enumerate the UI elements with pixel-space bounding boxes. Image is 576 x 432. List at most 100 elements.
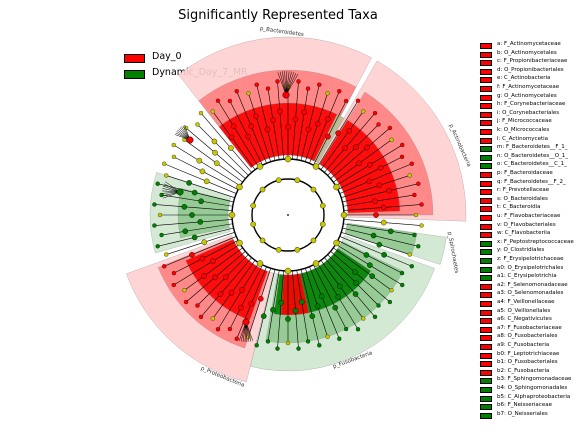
taxon-node xyxy=(230,123,237,130)
taxon-node xyxy=(370,232,377,239)
taxon-node xyxy=(275,346,280,351)
taxon-node xyxy=(364,144,370,151)
taxon-node xyxy=(389,137,394,142)
taxon-node xyxy=(197,219,204,225)
taxon-node xyxy=(284,155,292,163)
taxa-legend-swatch xyxy=(480,68,492,75)
branch-line xyxy=(184,139,243,183)
taxon-node xyxy=(164,252,169,257)
taxa-legend-label: x: F_Peptostreptococcaceae xyxy=(497,238,574,245)
taxon-node xyxy=(214,160,220,167)
taxa-legend-label: o: C_Bacteroidetes__C_1_ xyxy=(497,161,567,168)
taxa-legend-label: a4: F_Veillonellaceae xyxy=(497,299,555,305)
taxon-node xyxy=(352,269,358,275)
taxa-legend-swatch xyxy=(480,120,492,127)
chart-title: Significantly Represented Taxa xyxy=(178,8,378,23)
branch-line xyxy=(300,269,320,346)
taxon-node xyxy=(324,116,331,122)
branch-line xyxy=(277,72,287,96)
taxa-legend-label: a5: O_Veillonellales xyxy=(497,307,551,314)
taxa-legend-swatch xyxy=(480,206,492,213)
taxon-node xyxy=(285,316,291,322)
taxa-legend-label: r: F_Prevotellaceae xyxy=(497,187,550,194)
taxa-legend-swatch xyxy=(480,103,492,110)
taxon-node xyxy=(310,186,317,193)
taxon-node xyxy=(228,134,235,141)
taxa-legend-label: m: F_Bacteroidetes__F_1_ xyxy=(497,144,568,151)
taxon-node xyxy=(333,239,340,247)
taxon-node xyxy=(171,154,177,160)
taxon-node xyxy=(282,91,290,99)
taxon-node xyxy=(270,117,276,123)
taxon-node xyxy=(191,189,198,196)
taxon-node xyxy=(413,212,419,218)
taxa-legend-swatch xyxy=(480,275,492,282)
taxon-node xyxy=(155,181,160,186)
taxa-legend-swatch xyxy=(480,352,492,359)
taxon-node xyxy=(305,86,311,91)
branch-line xyxy=(267,270,280,342)
taxon-node xyxy=(361,109,366,114)
taxa-legend-swatch xyxy=(480,292,492,299)
taxa-legend-label: p: F_Bacteroidaceae xyxy=(497,170,553,176)
taxon-node xyxy=(195,303,200,308)
taxon-node xyxy=(242,318,250,326)
taxon-node xyxy=(258,295,264,302)
taxon-node xyxy=(201,239,208,245)
taxon-node xyxy=(237,304,244,311)
taxa-legend-label: k: O_Micrococcales xyxy=(497,127,550,133)
branch-line xyxy=(341,175,410,198)
taxon-node xyxy=(189,212,195,218)
branch-line xyxy=(324,257,376,318)
branch-line xyxy=(217,262,259,330)
taxon-node xyxy=(275,177,282,184)
taxon-node xyxy=(372,314,378,320)
branch-line xyxy=(217,100,259,168)
taxa-legend-label: n: O_Bacteroidetes__O_1_ xyxy=(497,152,569,159)
taxon-node xyxy=(212,149,218,156)
taxon-node xyxy=(355,327,361,332)
branch-line xyxy=(320,260,364,319)
taxon-node xyxy=(298,299,305,305)
taxon-node xyxy=(189,251,195,258)
branch-line xyxy=(256,84,276,161)
taxa-legend-label: b1: O_Fusobacteriales xyxy=(497,359,558,366)
taxon-node xyxy=(294,246,301,253)
taxon-node xyxy=(367,162,373,168)
taxon-node xyxy=(259,237,266,244)
taxon-node xyxy=(380,204,387,211)
taxa-legend-label: l: C_Actinomycetia xyxy=(497,135,549,142)
branch-line xyxy=(342,227,419,247)
branch-line xyxy=(248,268,271,337)
branch-line xyxy=(173,244,241,286)
taxon-node xyxy=(270,307,276,313)
taxon-node xyxy=(333,183,340,191)
taxa-legend-label: b4: O_Sphingomonadales xyxy=(497,385,568,391)
taxa-legend-swatch xyxy=(480,395,492,402)
taxon-node xyxy=(353,280,359,286)
taxa-legend-label: h: F_Corynebacteriaceae xyxy=(497,101,566,108)
taxon-node xyxy=(239,287,245,293)
taxon-node xyxy=(305,126,312,133)
taxon-node xyxy=(301,109,308,116)
branch-line xyxy=(285,71,288,96)
taxon-node xyxy=(337,336,342,341)
taxa-legend-label: i: O_Corynebacteriales xyxy=(497,109,560,116)
taxon-node xyxy=(250,221,257,228)
taxa-legend-swatch xyxy=(480,258,492,264)
taxon-node xyxy=(210,258,216,264)
taxon-node xyxy=(314,303,321,310)
taxon-node xyxy=(337,89,342,94)
branch-line xyxy=(285,71,292,96)
taxon-node xyxy=(171,142,176,148)
taxon-node xyxy=(314,120,321,127)
taxa-legend-swatch xyxy=(480,86,492,92)
taxon-node xyxy=(416,244,421,249)
branch-line xyxy=(279,71,287,96)
taxa-legend-swatch xyxy=(480,369,492,376)
taxon-node xyxy=(228,211,236,219)
branch-line xyxy=(330,127,391,179)
taxon-node xyxy=(342,145,348,151)
taxon-node xyxy=(292,307,299,314)
taxa-legend-label: z: F_Erysipelotrichaceae xyxy=(497,256,564,262)
